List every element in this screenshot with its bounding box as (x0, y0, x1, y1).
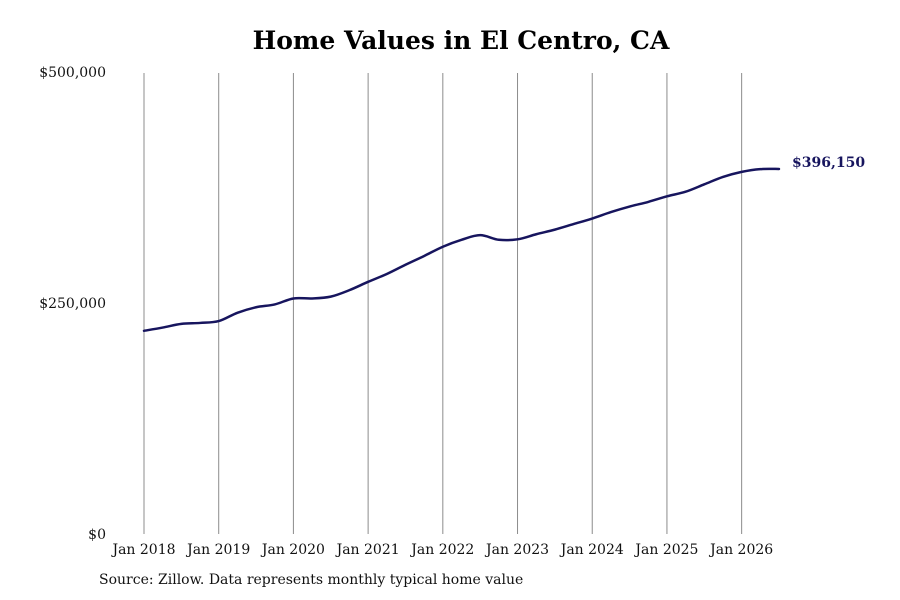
series-line-0 (142, 167, 781, 333)
x-tick-label: Jan 2024 (559, 542, 624, 558)
x-tick-label: Jan 2021 (335, 542, 400, 558)
x-tick-label: Jan 2023 (484, 542, 549, 558)
gridlines (143, 73, 743, 534)
x-tick-label: Jan 2025 (633, 542, 698, 558)
series-layer: $396,150 (142, 155, 865, 333)
x-tick-label: Jan 2020 (260, 542, 325, 558)
x-tick-label: Jan 2022 (409, 542, 474, 558)
y-tick-label: $250,000 (39, 296, 106, 312)
y-tick-label: $0 (88, 527, 106, 543)
x-axis: Jan 2018 Jan 2019 Jan 2020 Jan 2021 Jan 2022… (110, 542, 773, 558)
x-tick-label: Jan 2018 (110, 542, 175, 558)
chart-title: Home Values in El Centro, CA (252, 26, 670, 55)
y-tick-label: $500,000 (39, 65, 106, 81)
source-note: Source: Zillow. Data represents monthly … (99, 572, 524, 588)
end-value-label: $396,150 (792, 155, 865, 171)
y-axis: $0 $250,000 $500,000 (39, 65, 106, 543)
x-tick-label: Jan 2026 (708, 542, 773, 558)
x-tick-label: Jan 2019 (185, 542, 250, 558)
